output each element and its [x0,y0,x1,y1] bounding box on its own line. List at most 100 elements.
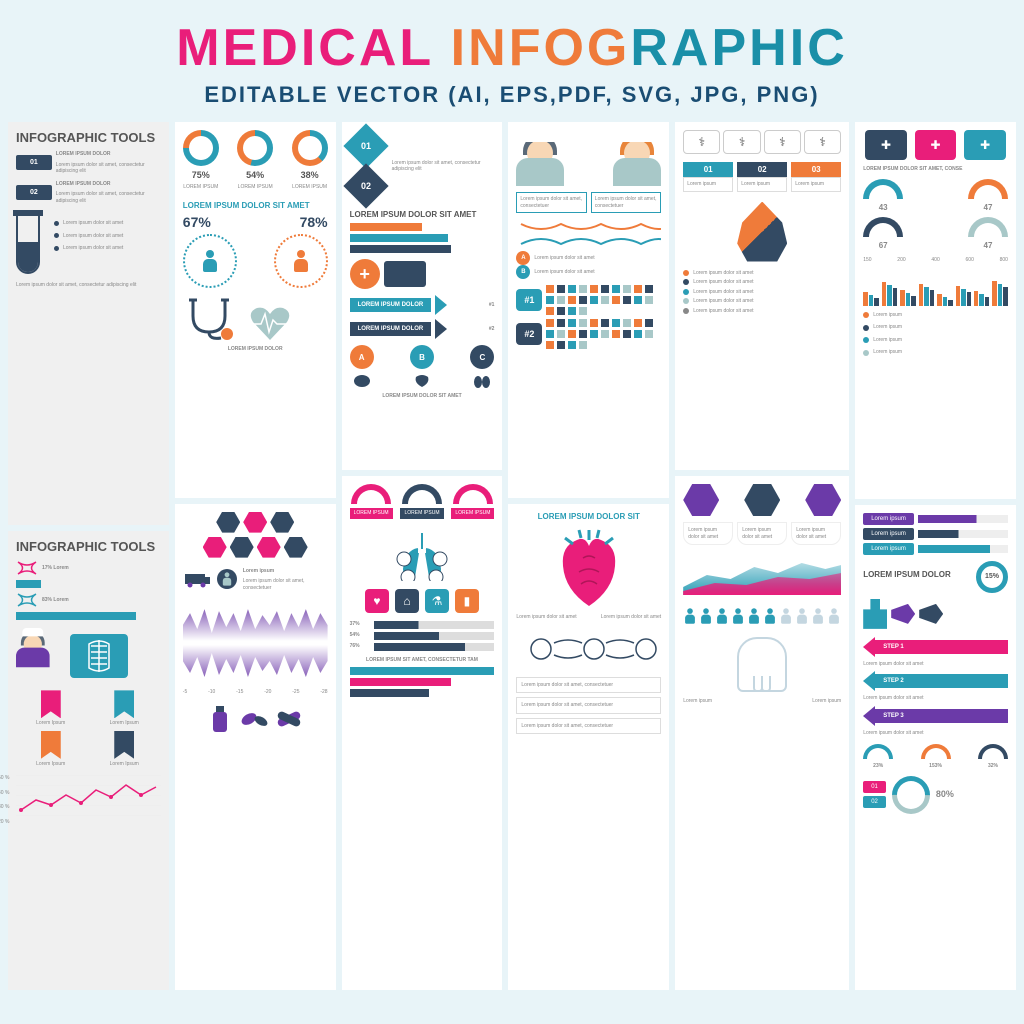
bullet: Lorem ipsum dolor sit amet [63,233,123,240]
diamond-01: 01 [343,123,388,168]
arc-3 [863,217,903,237]
desc: Lorem ipsum dolor sit amet, consectetuer [243,578,328,591]
bottom-pcts: 23%153%32% [863,744,1008,770]
wave-xlabels: -5-10-15-20-25-28 [183,689,328,696]
title: LOREM IPSUM DOLOR [863,570,951,579]
lungs-diagram-icon [392,529,452,581]
bullet: Lorem ipsum dolor sit amet [63,220,123,227]
organ-icon [412,373,432,389]
panel-title: INFOGRAPHIC TOOLS [16,130,161,145]
nurse-2-icon [613,130,661,186]
donut-15: 15% [976,561,1008,593]
bookmark-row: Lorem IpsumLorem IpsumLorem IpsumLorem I… [16,690,161,767]
num-01: 01 [863,781,886,793]
card: Lorem ipsum dolor sit amet [737,522,787,545]
value: 67 [879,241,888,251]
panel-tools-1: INFOGRAPHIC TOOLS 01 LOREM IPSUM DOLOR L… [8,122,169,525]
pill-shape-icon [863,599,887,629]
percent-bars: 37%54%76% [350,621,495,651]
leaf-shape-icon [891,604,915,624]
panel-hexicons: Lorem ipsum dolor sit amet Lorem ipsum d… [675,476,849,990]
bar-set [350,223,495,253]
column-4: Lorem ipsum dolor sit amet, consectetuer… [508,122,669,990]
column-3: 01 02 Lorem ipsum dolor sit amet, consec… [342,122,503,990]
pct-label: 83% Lorem [42,597,69,604]
tube-icon: ▮ [455,589,479,613]
info-box: Lorem ipsum dolor sit amet, consectetuer [516,718,661,735]
wave-chart-1 [183,601,328,641]
test-tube-icon [16,214,50,274]
panel-title: INFOGRAPHIC TOOLS [16,539,161,554]
dna-icon [16,560,38,576]
people-row [683,605,841,627]
header: MEDICAL INFOGRAPHIC EDITABLE VECTOR (AI,… [0,0,1024,116]
desc: Lorem ipsum dolor sit amet [516,614,576,621]
section-title: LOREM IPSUM DOLOR SIT AMET [350,210,495,219]
column-6: ✚✚✚ LOREM IPSUM DOLOR SIT AMET, CONSE 43… [855,122,1016,990]
column-1: INFOGRAPHIC TOOLS 01 LOREM IPSUM DOLOR L… [8,122,169,990]
stethoscope-icon [183,296,239,342]
desc: Lorem ipsum dolor sit amet, consectetur … [56,162,161,175]
card: Lorem ipsum dolor sit amet [683,522,733,545]
value: 47 [984,203,993,213]
label: LOREM IPSUM DOLOR [56,151,161,158]
leaf-shape-icon [919,604,943,624]
label-b: B [516,265,530,279]
desc: Lorem ipsum dolor sit amet [534,255,594,262]
number-tab-01: 01 [16,155,52,170]
bar-83 [16,612,136,620]
arc-1 [863,179,903,199]
value: 43 [879,203,888,213]
cycle-diagram-icon [516,629,661,669]
legend: Lorem ipsum dolor sit ametLorem ipsum do… [683,270,841,315]
title: LOREM IPSUM DOLOR SIT AMET, CONSE [863,166,1008,173]
plus-icon: + [350,259,380,289]
panel-tools-2: INFOGRAPHIC TOOLS 17% Lorem 83% Lorem [8,531,169,990]
panel-nurses: Lorem ipsum dolor sit amet, consectetuer… [508,122,669,498]
pct-label: 17% Lorem [42,565,69,572]
info-box: Lorem ipsum dolor sit amet, consectetuer [516,697,661,714]
home-icon: ⌂ [395,589,419,613]
pct-67: 67% [183,214,211,230]
label: Lorem ipsum [243,568,328,575]
badge-b: B [410,345,434,369]
organ-icon [352,373,372,389]
half-donut-row: LOREM IPSUMLOREM IPSUMLOREM IPSUM [350,484,495,519]
panel-diamonds: 01 02 Lorem ipsum dolor sit amet, consec… [342,122,503,470]
ambulance-icon [183,570,211,588]
step-boxes: 01Lorem ipsum02Lorem ipsum03Lorem ipsum [683,162,841,192]
donut-row: 75%LOREM IPSUM54%LOREM IPSUM38%LOREM IPS… [183,130,328,191]
box: Lorem ipsum dolor sit amet, consectetuer [516,192,586,213]
heart-pulse-icon [245,302,295,342]
num-02: 02 [863,796,886,808]
preview-grid: INFOGRAPHIC TOOLS 01 LOREM IPSUM DOLOR L… [0,116,1024,996]
arc-4 [968,217,1008,237]
box: Lorem ipsum dolor sit amet, consectetuer [591,192,661,213]
bandage-icon [275,707,303,731]
desc: Lorem ipsum [812,698,841,705]
panel-progress: Lorem ipsumLorem ipsumLorem ipsum LOREM … [855,505,1016,990]
caption: LOREM IPSUM SIT AMET, CONSECTETUR TAM [350,657,495,664]
card: Lorem ipsum dolor sit amet [791,522,841,545]
dot-legend: Lorem ipsumLorem ipsumLorem ipsumLorem i… [863,312,1008,356]
xray-icon [70,634,128,678]
label: LOREM IPSUM DOLOR [56,181,161,188]
bullet: Lorem ipsum dolor sit amet [63,245,123,252]
bottle-icon [207,704,233,734]
column-5: ⚕⚕⚕⚕ 01Lorem ipsum02Lorem ipsum03Lorem i… [675,122,849,990]
column-2: 75%LOREM IPSUM54%LOREM IPSUM38%LOREM IPS… [175,122,336,990]
nurse-icon [16,628,50,667]
male-icon [274,234,328,288]
desc: Lorem ipsum dolor sit amet [601,614,661,621]
arrow-labels: LOREM IPSUM DOLOR#1LOREM IPSUM DOLOR#2 [350,295,495,339]
number-tab-02: 02 [16,185,52,200]
tooth-icon [737,637,787,692]
lungs-icon [472,373,492,389]
ring-80 [884,768,938,822]
progress-bars: Lorem ipsumLorem ipsumLorem ipsum [863,513,1008,555]
female-icon [183,234,237,288]
desc: Lorem ipsum dolor sit amet, consectetur … [56,191,161,204]
icon-row: ✚✚✚ [863,130,1008,160]
dna-strand-icon [516,219,661,249]
arc-2 [968,179,1008,199]
